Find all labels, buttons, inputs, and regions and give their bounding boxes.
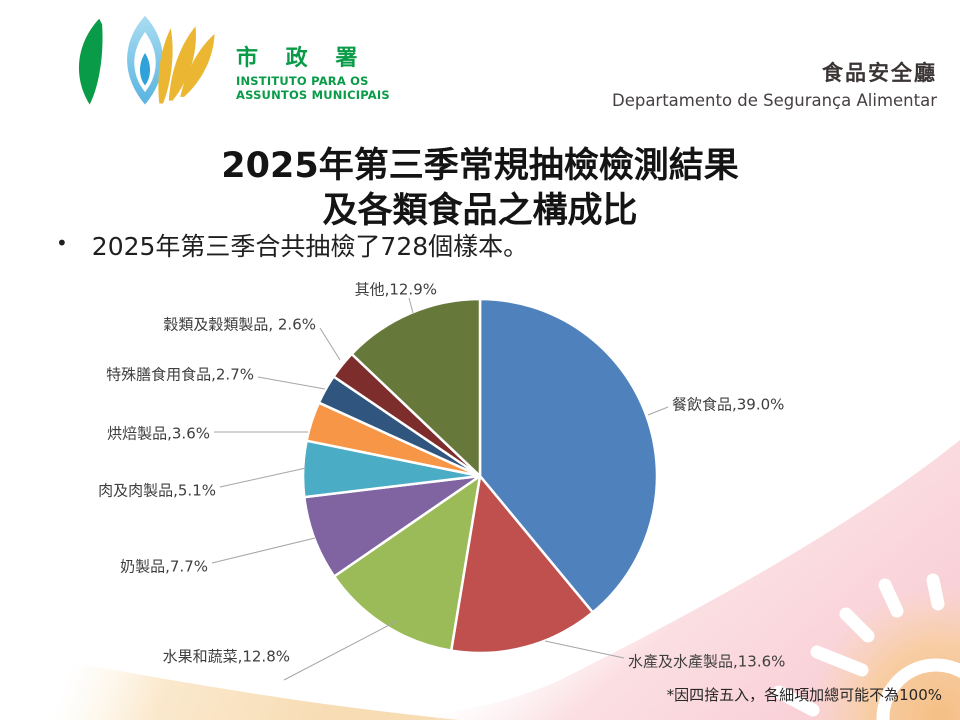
pie-slice-0 <box>478 297 659 614</box>
pie-slice-2 <box>332 474 482 652</box>
sun-glow <box>812 588 960 720</box>
leader-line-0 <box>647 406 669 416</box>
org-name-cn: 市 政 署 <box>236 46 368 71</box>
department-name-pt: Departamento de Segurança Alimentar <box>611 91 937 110</box>
department-name-cn: 食品安全廳 <box>822 61 937 85</box>
leader-line-7 <box>319 327 341 361</box>
bullet-text: 2025年第三季合共抽檢了728個樣本。 <box>91 232 529 261</box>
sun-icon <box>772 573 960 720</box>
pie-label-5: 烘焙製品,3.6% <box>107 424 210 443</box>
pie-label-0: 餐飲食品,39.0% <box>672 395 785 414</box>
pie-slice-8 <box>350 297 482 478</box>
logo-text: 市 政 署 INSTITUTO PARA OS ASSUNTOS MUNICIP… <box>236 12 390 102</box>
pink-wave <box>340 440 960 720</box>
slide-title: 2025年第三季常規抽檢檢測結果 及各類食品之構成比 <box>0 144 960 233</box>
logo-leaf <box>78 18 103 105</box>
bullet-marker: • <box>56 231 68 255</box>
pie-label-1: 水產及水產製品,13.6% <box>628 652 786 671</box>
pie-label-4: 肉及肉製品,5.1% <box>98 481 216 500</box>
iam-logo <box>78 15 215 105</box>
pie-label-6: 特殊膳食用食品,2.7% <box>106 365 254 384</box>
pie-label-2: 水果和蔬菜,12.8% <box>162 647 290 666</box>
pie-label-3: 奶製品,7.7% <box>120 557 208 576</box>
title-line-1: 2025年第三季常規抽檢檢測結果 <box>221 146 739 187</box>
department-block: 食品安全廳 Departamento de Segurança Alimenta… <box>612 57 937 110</box>
title-line-2: 及各類食品之構成比 <box>322 190 638 231</box>
iam-logo-block: 市 政 署 INSTITUTO PARA OS ASSUNTOS MUNICIP… <box>64 12 390 114</box>
leader-line-2 <box>283 620 398 681</box>
rounding-footnote: *因四捨五入，各細項加總可能不為100% <box>666 686 942 704</box>
leader-line-3 <box>211 537 316 564</box>
leader-line-8 <box>408 297 414 314</box>
bullet-item: • 2025年第三季合共抽檢了728個樣本。 <box>56 227 528 263</box>
pie-label-8: 其他,12.9% <box>354 280 437 299</box>
pie-label-7: 穀類及穀類製品, 2.6% <box>163 315 316 334</box>
cream-wave <box>0 650 460 720</box>
logo-fan <box>158 26 215 104</box>
leader-line-4 <box>219 467 307 488</box>
org-name-pt: INSTITUTO PARA OS ASSUNTOS MUNICIPAIS <box>236 74 390 102</box>
logo-lotus-drop <box>139 52 151 86</box>
leader-line-1 <box>544 640 625 659</box>
pie-slice-1 <box>449 474 595 655</box>
leader-line-6 <box>257 376 326 390</box>
